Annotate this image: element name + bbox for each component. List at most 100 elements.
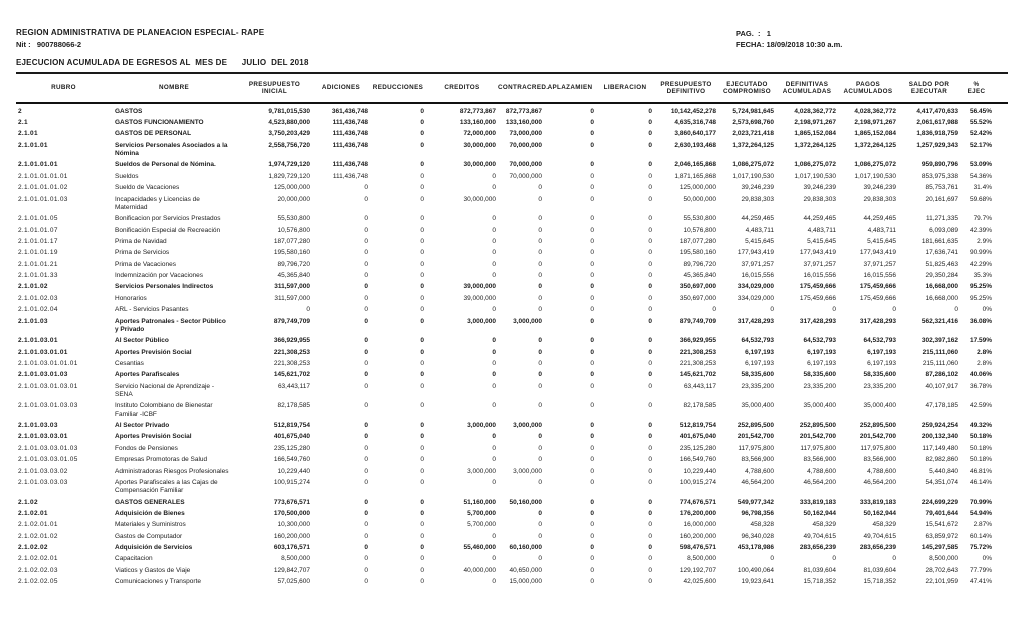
cell-saldo-por-ejecutar: 0: [954, 306, 958, 314]
cell-pagos-acumulados: 1,086,275,072: [854, 161, 896, 169]
cell-rubro: 2.1.01.01.19: [18, 249, 58, 257]
cell-reducciones: 0: [420, 478, 424, 486]
cell-ejecutado-compromiso: 0: [770, 306, 774, 314]
cell-ejecutado-compromiso: 29,838,303: [741, 195, 774, 203]
cell-liberacion: 0: [648, 226, 652, 234]
cell-nombre: Aportes Previsión Social: [115, 433, 192, 441]
cell-rubro: 2.1.02.02.01: [18, 555, 58, 563]
cell-rubro: 2.1.01.01.01: [18, 161, 58, 169]
cell-definitivas-acumuladas: 44,259,465: [803, 215, 836, 223]
cell-adiciones: 0: [364, 544, 368, 552]
cell-saldo-por-ejecutar: 17,636,741: [925, 249, 958, 257]
cell-aplazamien: 0: [590, 382, 594, 390]
cell-creditos: 0: [492, 555, 496, 563]
cell-presupuesto-inicial: 0: [306, 306, 310, 314]
cell-nombre: Bonificación Especial de Recreación: [115, 226, 221, 234]
cell-pagos-acumulados: 35,000,400: [863, 402, 896, 410]
cell-presupuesto-definitivo: 8,500,000: [687, 555, 716, 563]
cell-aplazamien: 0: [590, 130, 594, 138]
cell-definitivas-acumuladas: 0: [832, 555, 836, 563]
cell-reducciones: 0: [420, 260, 424, 268]
cell-adiciones: 0: [364, 578, 368, 586]
cell-nombre: GASTOS GENERALES: [115, 498, 185, 506]
cell-definitivas-acumuladas: 58,335,600: [803, 371, 836, 379]
cell-definitivas-acumuladas: 16,015,556: [803, 272, 836, 280]
cell-rubro: 2.1.01.01.05: [18, 215, 58, 223]
cell-nombre: Aportes Parafiscales a las Cajas de Comp…: [115, 478, 218, 495]
cell-adiciones: 0: [364, 566, 368, 574]
cell-pct-ejec: 2.9%: [977, 237, 992, 245]
cell-definitivas-acumuladas: 252,895,500: [799, 421, 836, 429]
cell-nombre: Instituto Colombiano de Bienestar Famili…: [115, 402, 213, 418]
cell-rubro: 2.1.02.02: [18, 544, 48, 552]
cell-aplazamien: 0: [590, 294, 594, 302]
cell-aplazamien: 0: [590, 337, 594, 345]
cell-pagos-acumulados: 23,335,200: [863, 382, 896, 390]
cell-rubro: 2.1.01.03.01: [18, 337, 58, 345]
cell-ejecutado-compromiso: 4,483,711: [745, 226, 774, 234]
cell-definitivas-acumuladas: 6,197,193: [807, 360, 836, 368]
cell-liberacion: 0: [648, 118, 652, 126]
cell-ejecutado-compromiso: 201,542,700: [737, 433, 774, 441]
cell-aplazamien: 0: [590, 107, 594, 115]
cell-ejecutado-compromiso: 100,490,064: [737, 566, 774, 574]
cell-presupuesto-inicial: 55,530,800: [277, 215, 310, 223]
cell-pagos-acumulados: 458,329: [872, 521, 897, 529]
cell-liberacion: 0: [648, 337, 652, 345]
cell-contracred: 0: [538, 444, 542, 452]
cell-contracred: 0: [538, 521, 542, 529]
cell-liberacion: 0: [648, 555, 652, 563]
cell-saldo-por-ejecutar: 87,286,102: [925, 371, 958, 379]
cell-saldo-por-ejecutar: 1,836,918,759: [916, 130, 958, 138]
cell-presupuesto-inicial: 2,558,756,720: [268, 141, 310, 149]
cell-nombre: Honorarios: [115, 294, 147, 302]
cell-adiciones: 0: [364, 272, 368, 280]
cell-ejecutado-compromiso: 44,259,465: [741, 215, 774, 223]
cell-saldo-por-ejecutar: 16,668,000: [925, 294, 958, 302]
cell-contracred: 872,773,867: [505, 107, 542, 115]
table-row: 2.1.01.03.03.01.03 Fondos de Pensiones 235…: [16, 443, 1008, 454]
cell-adiciones: 0: [364, 532, 368, 540]
cell-reducciones: 0: [420, 317, 424, 325]
cell-rubro: 2.1.01.01.21: [18, 260, 58, 268]
cell-rubro: 2.1.01.01.33: [18, 272, 58, 280]
cell-reducciones: 0: [420, 509, 424, 517]
cell-liberacion: 0: [648, 237, 652, 245]
cell-pct-ejec: 90.99%: [969, 249, 992, 257]
cell-presupuesto-inicial: 311,597,000: [274, 294, 310, 302]
cell-presupuesto-inicial: 10,229,440: [277, 467, 310, 475]
cell-aplazamien: 0: [590, 532, 594, 540]
cell-nombre: Administradoras Riesgos Profesionales: [115, 467, 229, 475]
cell-liberacion: 0: [648, 509, 652, 517]
cell-presupuesto-definitivo: 125,000,000: [679, 184, 716, 192]
cell-liberacion: 0: [648, 260, 652, 268]
cell-creditos: 3,000,000: [467, 467, 496, 475]
cell-presupuesto-definitivo: 89,796,720: [683, 260, 716, 268]
table-header-row: RUBRO NOMBRE PRESUPUESTO INICIAL ADICIONES R…: [16, 74, 1008, 102]
cell-saldo-por-ejecutar: 79,401,644: [925, 509, 958, 517]
organization-name: REGION ADMINISTRATIVA DE PLANEACION ESPE…: [16, 28, 265, 37]
cell-nombre: Aportes Patronales - Sector Público y Pr…: [115, 317, 226, 333]
cell-liberacion: 0: [648, 544, 652, 552]
table-row: 2.1.01.03.01.03.03 Instituto Colombiano d…: [16, 401, 1008, 421]
cell-saldo-por-ejecutar: 117,149,480: [922, 444, 958, 452]
table-row: 2.1.01.03.03.01 Aportes Previsión Social 4…: [16, 432, 1008, 443]
cell-liberacion: 0: [648, 172, 652, 180]
cell-contracred: 0: [538, 272, 542, 280]
cell-rubro: 2.1.01.01.07: [18, 226, 58, 234]
cell-aplazamien: 0: [590, 498, 594, 506]
cell-pct-ejec: 95.25%: [969, 283, 992, 291]
cell-contracred: 15,000,000: [509, 578, 542, 586]
cell-reducciones: 0: [420, 348, 424, 356]
cell-adiciones: 111,436,748: [332, 161, 368, 169]
table-row: 2.1.01.03 Aportes Patronales - Sector Púb…: [16, 316, 1008, 336]
cell-presupuesto-definitivo: 512,819,754: [679, 421, 716, 429]
cell-presupuesto-definitivo: 10,229,440: [683, 467, 716, 475]
cell-reducciones: 0: [420, 283, 424, 291]
cell-rubro: 2.1.02.02.05: [18, 578, 58, 586]
cell-nombre: Sueldos de Personal de Nómina.: [115, 161, 216, 169]
cell-saldo-por-ejecutar: 11,271,335: [925, 215, 958, 223]
cell-contracred: 3,000,000: [513, 317, 542, 325]
cell-saldo-por-ejecutar: 15,541,672: [925, 521, 958, 529]
cell-liberacion: 0: [648, 402, 652, 410]
